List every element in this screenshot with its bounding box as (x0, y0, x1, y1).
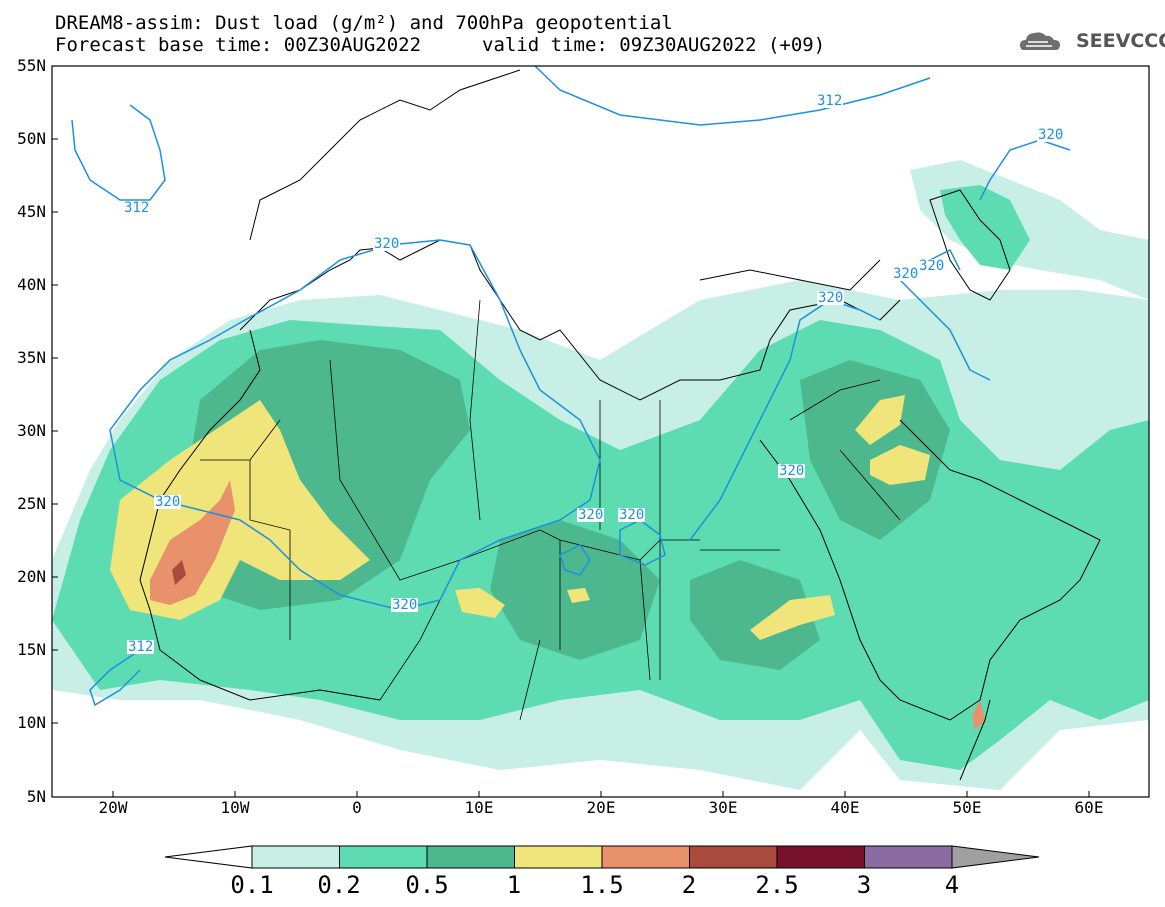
contour-label: 320 (577, 507, 605, 523)
lat-label: 55N (17, 56, 46, 75)
dust-shade-0.5-arabia (800, 360, 950, 540)
contour-label: 320 (154, 494, 182, 510)
contour-label: 320 (618, 507, 646, 523)
lat-label: 20N (17, 567, 46, 586)
contour-label: 320 (918, 258, 946, 274)
dust-shade-1-sudan (750, 595, 835, 640)
contour-label: 320 (373, 236, 401, 252)
legend-label: 0.1 (230, 871, 274, 899)
contour-label: 320 (778, 463, 806, 479)
axis-ticks (52, 65, 1090, 798)
legend-label: 0.2 (317, 871, 361, 899)
lat-label: 30N (17, 421, 46, 440)
dust-shade-2 (172, 560, 186, 585)
legend-label: 0.5 (405, 871, 449, 899)
legend-label: 1 (506, 871, 522, 899)
lon-label: 60E (1074, 798, 1104, 817)
dust-shade-1-chad (455, 588, 505, 618)
lat-label: 10N (17, 713, 46, 732)
lon-label: 20W (98, 798, 128, 817)
contour-label: 312 (816, 93, 844, 109)
cloud-icon (1020, 32, 1060, 50)
lon-label: 0 (352, 798, 362, 817)
legend-label: 2 (681, 871, 697, 899)
dust-shade-1-niger (567, 588, 590, 603)
lat-label: 50N (17, 129, 46, 148)
lat-label: 25N (17, 494, 46, 513)
contour-label: 320 (892, 266, 920, 282)
lon-label: 40E (830, 798, 860, 817)
geopotential-contours (71, 66, 1071, 707)
map-title: DREAM8-assim: Dust load (g/m²) and 700hP… (55, 12, 673, 34)
coastlines (139, 69, 1101, 781)
lon-label: 10W (220, 798, 250, 817)
dust-shade-1.5 (150, 480, 235, 605)
contour-label: 312 (123, 200, 151, 216)
valid-time: valid time: 09Z30AUG2022 (+09) (482, 34, 826, 56)
dust-shade-1-arabia (870, 445, 930, 485)
lat-label: 15N (17, 640, 46, 659)
dust-shade-0.2-caspian (940, 185, 1030, 270)
borders (200, 299, 901, 721)
legend-label: 3 (856, 871, 872, 899)
dust-shade-1-iraq (855, 395, 905, 445)
dust-shade-1.5-somalia (972, 700, 985, 730)
lon-label: 50E (952, 798, 982, 817)
lat-label: 5N (26, 787, 46, 806)
forecast-base-time: Forecast base time: 00Z30AUG2022 (55, 34, 422, 56)
contour-label: 320 (817, 290, 845, 306)
lat-label: 40N (17, 275, 46, 294)
lat-label: 35N (17, 348, 46, 367)
contour-label: 312 (127, 639, 155, 655)
lon-label: 10E (464, 798, 494, 817)
logo-text: SEEVCCC (1076, 30, 1165, 52)
lat-label: 45N (17, 202, 46, 221)
lon-label: 20E (586, 798, 616, 817)
dust-shade-0.5-sudan (690, 560, 820, 670)
legend-label: 2.5 (755, 871, 799, 899)
contour-label: 320 (1037, 127, 1065, 143)
lon-label: 30E (708, 798, 738, 817)
contour-label: 320 (391, 597, 419, 613)
legend-label: 1.5 (580, 871, 624, 899)
legend-label: 4 (944, 871, 960, 899)
